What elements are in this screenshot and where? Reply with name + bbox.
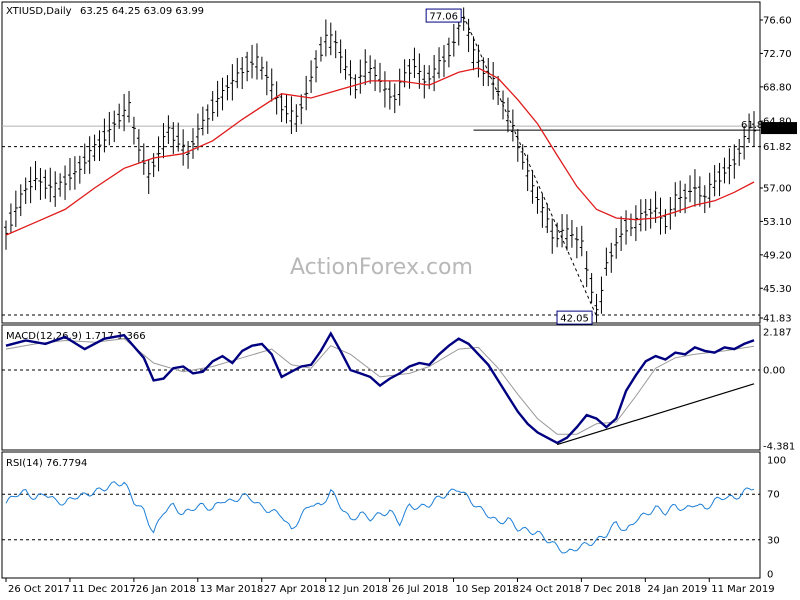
- price-tick-label: 41.83: [763, 314, 792, 325]
- x-tick-label: 26 Oct 2017: [8, 584, 70, 595]
- x-tick-label: 11 Dec 2017: [72, 584, 136, 595]
- x-axis: 26 Oct 2017 11 Dec 2017 26 Jan 2018 13 Mar …: [5, 578, 775, 595]
- current-price-label: 63.99: [763, 124, 792, 135]
- price-tick-label: 72.70: [763, 49, 792, 60]
- rsi-line: [5, 481, 755, 554]
- price-panel-frame: [1, 1, 761, 324]
- macd-trendline: [556, 383, 755, 446]
- price-marks: 77.06 42.05 61.8: [4, 7, 763, 325]
- rsi-tick-label: 70: [767, 490, 780, 501]
- swing-line: [463, 15, 597, 317]
- x-tick-label: 7 Dec 2018: [583, 584, 641, 595]
- low-label-box: [556, 310, 593, 325]
- x-tick-label: 13 Mar 2018: [200, 584, 263, 595]
- level-618-box: [761, 140, 797, 153]
- price-tick-label: 45.30: [763, 284, 792, 295]
- rsi-tick-label: 30: [767, 535, 780, 546]
- high-label-box: [425, 8, 462, 23]
- macd-tick-label: -4.381: [763, 442, 795, 453]
- price-axis: 76.6072.7068.8064.8061.8257.0053.1049.20…: [760, 16, 797, 325]
- high-label: 77.06: [429, 12, 458, 23]
- price-tick-label: 76.60: [763, 16, 792, 27]
- x-tick-label: 27 Apr 2018: [264, 584, 326, 595]
- chart-title: XTIUSD,Daily: [6, 6, 72, 17]
- retracement-label: 61.8: [741, 120, 763, 131]
- price-tick-label: 57.00: [763, 183, 792, 194]
- macd-marks: [2, 331, 760, 446]
- price-tick-label: 49.20: [763, 250, 792, 261]
- current-price-box: [761, 122, 797, 135]
- x-tick-label: 24 Oct 2018: [519, 584, 581, 595]
- x-tick-label: 24 Jan 2019: [647, 584, 707, 595]
- macd-panel-frame: [1, 324, 761, 451]
- macd-label: MACD(12,26,9) 1.717 1.366: [6, 331, 146, 342]
- macd-tick-label: 0.00: [763, 365, 785, 376]
- x-tick-label: 12 Jun 2018: [328, 584, 388, 595]
- rsi-axis: 100 70 30 0: [767, 456, 786, 581]
- low-label: 42.05: [560, 314, 589, 325]
- macd-axis: 2.187 0.00 -4.381: [763, 328, 795, 453]
- x-tick-label: 26 Jul 2018: [392, 584, 449, 595]
- price-tick-label: 68.80: [763, 82, 792, 93]
- rsi-panel-frame: [1, 451, 761, 579]
- sma-line: [5, 67, 755, 236]
- watermark: ActionForex.com: [290, 255, 473, 280]
- rsi-marks: [2, 481, 760, 554]
- rsi-tick-label: 100: [767, 456, 786, 467]
- rsi-label: RSI(14) 76.7794: [6, 458, 87, 469]
- macd-tick-label: 2.187: [763, 328, 792, 339]
- signal-line: [5, 338, 755, 435]
- price-grid: [2, 125, 760, 316]
- price-tick-label: 61.82: [763, 142, 792, 153]
- price-tick-label: 53.10: [763, 217, 792, 228]
- x-tick-label: 10 Sep 2018: [456, 584, 519, 595]
- macd-line: [5, 331, 755, 445]
- rsi-tick-label: 0: [767, 570, 773, 581]
- ohlc-readout: 63.25 64.25 63.09 63.99: [80, 6, 204, 17]
- x-tick-label: 11 Mar 2019: [711, 584, 774, 595]
- x-tick-label: 26 Jan 2018: [136, 584, 196, 595]
